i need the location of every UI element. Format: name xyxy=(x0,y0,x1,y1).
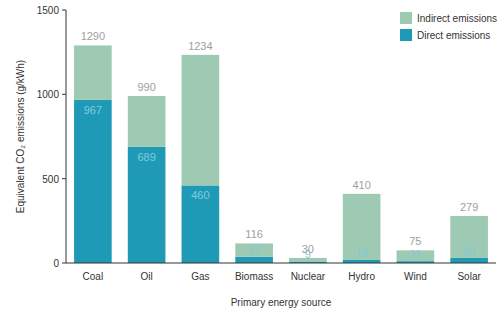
y-tick-label: 0 xyxy=(53,258,59,269)
x-tick-label: Wind xyxy=(404,271,427,282)
y-tick-label: 500 xyxy=(42,174,59,185)
total-label: 1234 xyxy=(188,40,212,52)
bar xyxy=(182,185,220,263)
x-tick-label: Biomass xyxy=(235,271,273,282)
y-tick xyxy=(62,178,66,179)
legend-label: Direct emissions xyxy=(417,30,490,41)
data-label: 18 xyxy=(356,247,368,259)
x-axis-label: Primary energy source xyxy=(231,297,332,308)
x-tick-label: Oil xyxy=(141,271,153,282)
bar xyxy=(343,194,381,260)
y-tick-label: 1000 xyxy=(37,89,60,100)
bar xyxy=(74,45,112,99)
bar xyxy=(128,147,166,263)
data-label: 460 xyxy=(191,189,209,201)
bar xyxy=(128,96,166,147)
bar xyxy=(450,258,488,263)
total-label: 116 xyxy=(245,228,263,240)
data-label: 967 xyxy=(84,104,102,116)
bar xyxy=(450,216,488,258)
legend-label: Indirect emissions xyxy=(417,13,497,24)
total-label: 1290 xyxy=(81,30,105,42)
y-tick xyxy=(62,263,66,264)
chart: 9676894603791811301290990123411630410752… xyxy=(0,0,500,331)
total-label: 410 xyxy=(352,179,370,191)
data-label: 37 xyxy=(248,244,260,256)
x-tick-label: Hydro xyxy=(348,271,375,282)
data-label: 689 xyxy=(137,151,155,163)
x-axis xyxy=(66,263,496,264)
x-tick-label: Coal xyxy=(83,271,104,282)
legend: Indirect emissions Direct emissions xyxy=(400,12,497,41)
x-tick-label: Nuclear xyxy=(291,271,326,282)
total-label: 30 xyxy=(302,243,314,255)
x-tick-label: Gas xyxy=(191,271,209,282)
total-label: 990 xyxy=(137,81,155,93)
bar xyxy=(74,100,112,263)
bars xyxy=(74,45,488,263)
bar xyxy=(235,243,273,256)
y-axis-label: Equivalent CO₂ emissions (g/kWh) xyxy=(15,60,26,213)
y-axis xyxy=(66,10,67,263)
bar xyxy=(235,257,273,263)
bar xyxy=(182,55,220,186)
total-label: 75 xyxy=(409,235,421,247)
total-label: 279 xyxy=(460,201,478,213)
legend-swatch xyxy=(400,29,412,41)
y-tick xyxy=(62,94,66,95)
x-tick-label: Solar xyxy=(457,271,481,282)
data-label: 30 xyxy=(463,245,475,257)
y-tick xyxy=(62,10,66,11)
legend-swatch xyxy=(400,12,412,24)
data-label: 11 xyxy=(410,248,421,260)
y-tick-label: 1500 xyxy=(37,5,60,16)
